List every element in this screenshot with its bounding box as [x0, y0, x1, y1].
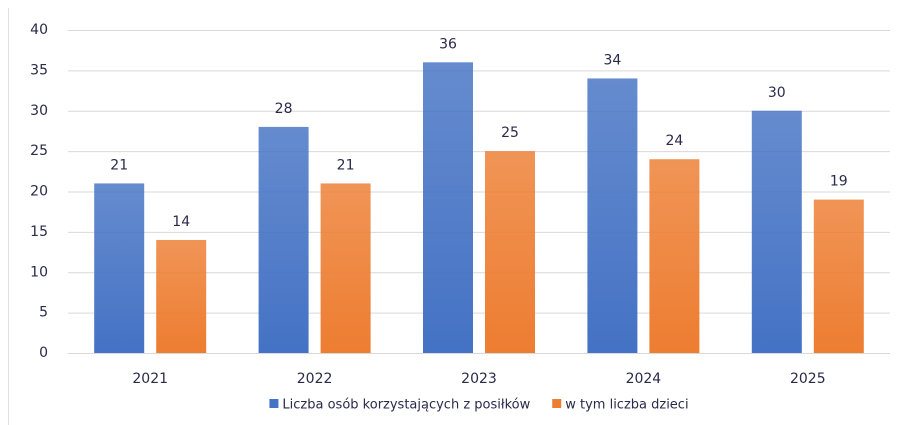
- bar: [485, 151, 535, 353]
- x-tick-label: 2022: [297, 371, 333, 387]
- x-tick-label: 2025: [790, 371, 826, 387]
- x-tick-label: 2024: [626, 371, 662, 387]
- data-label: 28: [275, 101, 293, 117]
- y-tick-label: 15: [30, 224, 48, 240]
- bar: [587, 78, 638, 353]
- data-label: 14: [172, 214, 190, 230]
- legend-label: Liczba osób korzystających z posiłków: [282, 398, 530, 413]
- data-label: 21: [110, 157, 128, 173]
- y-tick-label: 10: [30, 264, 48, 280]
- bar: [751, 110, 802, 353]
- x-tick-label: 2021: [132, 371, 168, 387]
- legend-swatch: [552, 399, 562, 408]
- data-label: 21: [337, 157, 355, 173]
- bar: [156, 239, 207, 353]
- y-tick-label: 40: [30, 22, 48, 38]
- y-tick-label: 5: [39, 305, 48, 321]
- data-label: 34: [603, 52, 621, 68]
- y-tick-label: 25: [30, 143, 48, 159]
- bar: [649, 159, 700, 353]
- bar: [258, 126, 309, 354]
- data-label: 24: [665, 133, 683, 149]
- legend-swatch: [269, 399, 279, 408]
- data-label: 25: [501, 125, 519, 141]
- bar: [94, 183, 145, 353]
- legend-label: w tym liczba dzieci: [565, 398, 688, 413]
- y-tick-label: 35: [30, 62, 48, 78]
- y-tick-label: 30: [30, 103, 48, 119]
- bar: [320, 183, 371, 353]
- bar: [813, 199, 864, 353]
- data-label: 30: [768, 85, 786, 101]
- y-tick-label: 20: [30, 184, 48, 200]
- legend: Liczba osób korzystających z posiłków w t…: [269, 398, 689, 413]
- y-tick-label: 0: [39, 345, 48, 361]
- bar: [423, 62, 473, 354]
- data-label: 19: [830, 174, 848, 190]
- x-tick-label: 2023: [461, 371, 497, 387]
- data-label: 36: [439, 36, 457, 52]
